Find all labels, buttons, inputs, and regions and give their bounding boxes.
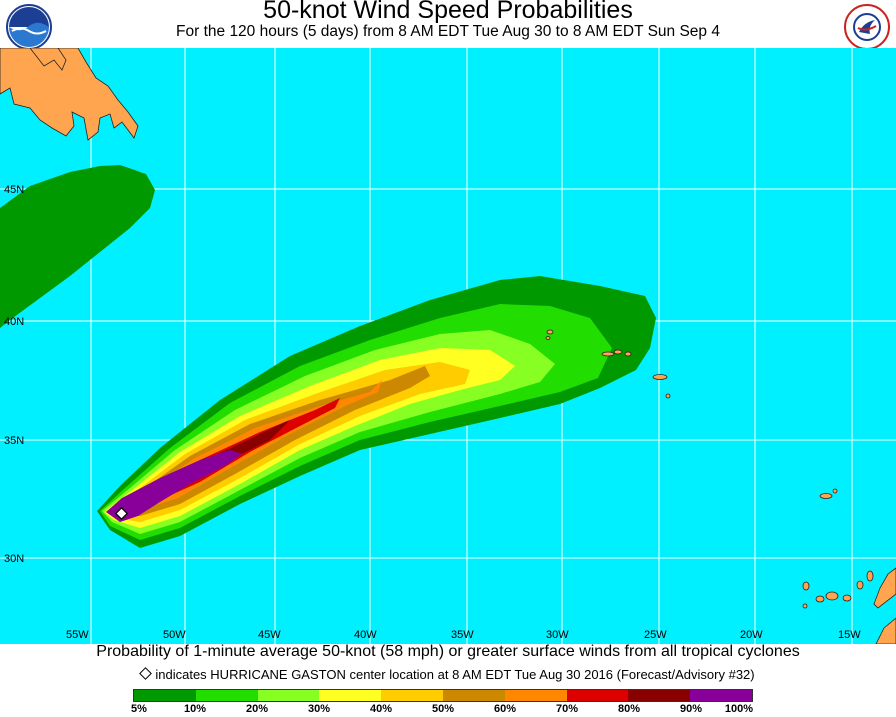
lon-label: 30W: [546, 629, 569, 641]
legend-swatch: [195, 690, 258, 701]
legend-swatch: [566, 690, 629, 701]
page-subtitle: For the 120 hours (5 days) from 8 AM EDT…: [176, 23, 720, 40]
legend-swatch: [319, 690, 382, 701]
lon-label: 20W: [740, 629, 763, 641]
legend-swatch: [628, 690, 691, 701]
swath-northwest: [0, 165, 155, 328]
land-azores: [545, 329, 671, 399]
storm-center-marker: [114, 506, 129, 521]
lon-label: 15W: [838, 629, 861, 641]
legend-swatch: [690, 690, 752, 701]
legend-label: 30%: [307, 703, 331, 715]
page-title: 50-knot Wind Speed Probabilities: [263, 0, 633, 24]
marker-note-row: indicates HURRICANE GASTON center locati…: [0, 667, 896, 682]
land-africa: [873, 567, 896, 609]
land-newfoundland-tip: [29, 48, 67, 71]
storm-marker-icon: [139, 667, 153, 680]
legend-label: 90%: [679, 703, 703, 715]
lat-label: 40N: [4, 316, 24, 328]
map-grid: [0, 48, 896, 644]
legend-swatch: [257, 690, 320, 701]
probability-map: 45N 40N 35N 30N 55W 50W 45W 40W 35W 30W …: [0, 48, 896, 644]
lat-label: 45N: [4, 184, 24, 196]
land-canaries: [802, 570, 874, 609]
legend-swatch: [442, 690, 505, 701]
marker-note: indicates HURRICANE GASTON center locati…: [155, 667, 755, 682]
legend-label: 80%: [617, 703, 641, 715]
legend-swatch: [381, 690, 443, 701]
legend-label: 5%: [131, 703, 147, 715]
legend-swatch: [504, 690, 567, 701]
lon-label: 55W: [66, 629, 89, 641]
land-newfoundland: [0, 48, 139, 141]
probability-swath: [97, 276, 656, 548]
legend-label: 20%: [245, 703, 269, 715]
lon-label: 50W: [163, 629, 186, 641]
land-africa-south: [875, 617, 896, 644]
legend-label: 100%: [724, 703, 754, 715]
legend-label: 40%: [369, 703, 393, 715]
legend-label: 50%: [431, 703, 455, 715]
lat-label: 30N: [4, 553, 24, 565]
legend-labels: 5% 10% 20% 30% 40% 50% 60% 70% 80% 90% 100%: [0, 703, 896, 717]
lon-label: 35W: [451, 629, 474, 641]
lon-label: 45W: [258, 629, 281, 641]
noaa-logo: [6, 4, 52, 50]
nws-logo: [844, 4, 890, 50]
map-description: Probability of 1-minute average 50-knot …: [96, 643, 800, 660]
legend-label: 70%: [555, 703, 579, 715]
legend-color-bar: [133, 689, 753, 702]
legend-label: 10%: [183, 703, 207, 715]
header: 50-knot Wind Speed Probabilities For the…: [0, 0, 896, 50]
legend-label: 60%: [493, 703, 517, 715]
lon-label: 25W: [644, 629, 667, 641]
contour-90: [106, 450, 242, 522]
land-madeira: [819, 488, 838, 499]
lon-label: 40W: [354, 629, 377, 641]
legend-swatch: [134, 690, 196, 701]
lat-label: 35N: [4, 435, 24, 447]
